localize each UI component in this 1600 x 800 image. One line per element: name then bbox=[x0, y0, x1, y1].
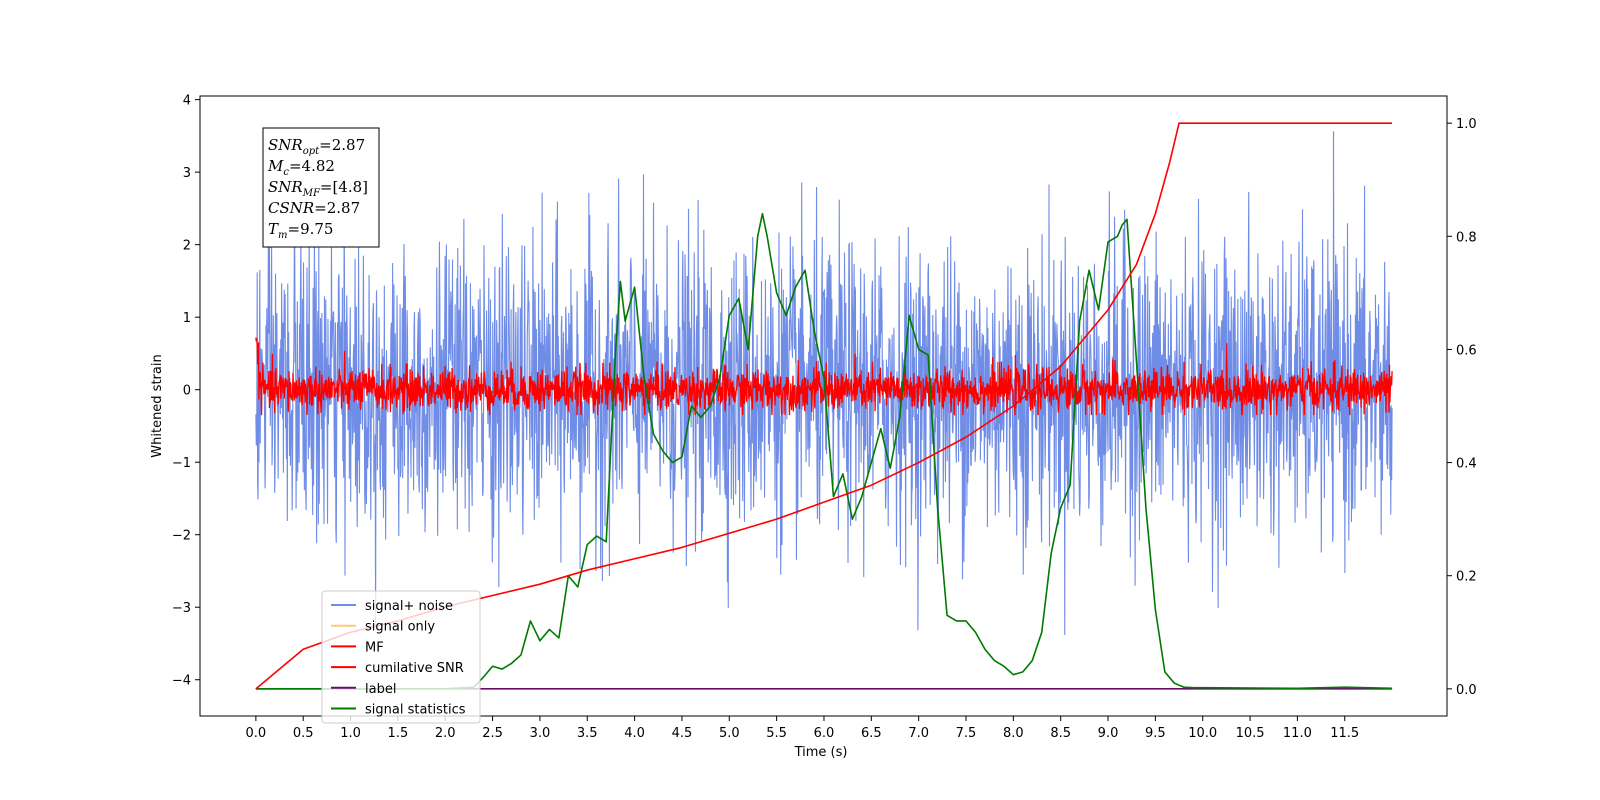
x-tick-label: 11.0 bbox=[1283, 726, 1312, 741]
x-tick-label: 9.5 bbox=[1145, 726, 1166, 741]
y-axis-label: Whitened strain bbox=[150, 354, 165, 457]
y-tick-label: 4 bbox=[183, 94, 191, 109]
y-axis-left: 4 3 2 1 0 −1 −2 −3 −4 bbox=[172, 94, 200, 689]
y-tick-label: 3 bbox=[183, 166, 191, 181]
y-tick-label: 2 bbox=[183, 239, 191, 254]
legend-label: label bbox=[365, 682, 396, 697]
legend-label: signal only bbox=[365, 620, 435, 635]
x-tick-label: 3.0 bbox=[530, 726, 551, 741]
annotation-line: SNRMF=[4.8] bbox=[268, 178, 368, 199]
series-signal-statistics-line bbox=[255, 212, 1393, 690]
legend-label: MF bbox=[365, 640, 384, 655]
x-tick-label: 2.0 bbox=[435, 726, 456, 741]
legend-frame bbox=[321, 590, 481, 724]
annotation-line: CSNR=2.87 bbox=[268, 199, 360, 217]
legend-label: signal+ noise bbox=[365, 599, 453, 614]
legend-label: cumilative SNR bbox=[365, 661, 464, 676]
y-tick-label: −3 bbox=[172, 601, 191, 616]
annotation-line: Mc=4.82 bbox=[267, 157, 335, 178]
x-tick-label: 8.5 bbox=[1050, 726, 1071, 741]
x-tick-label: 7.5 bbox=[956, 726, 977, 741]
y-axis-right: 1.0 0.8 0.6 0.4 0.2 0.0 bbox=[1447, 117, 1477, 698]
y2-tick-label: 0.2 bbox=[1456, 570, 1477, 585]
annotation-line: Tm=9.75 bbox=[268, 220, 333, 241]
x-tick-label: 1.0 bbox=[340, 726, 361, 741]
x-tick-label: 11.5 bbox=[1330, 726, 1359, 741]
x-tick-label: 5.5 bbox=[766, 726, 787, 741]
y-tick-label: −4 bbox=[172, 674, 191, 689]
x-tick-label: 0.5 bbox=[293, 726, 314, 741]
x-axis: 0.0 0.5 1.0 1.5 2.0 2.5 3.0 3.5 4.0 4.5 5.0 5.5 6.0 6… bbox=[246, 716, 1359, 741]
legend-label: signal statistics bbox=[365, 703, 466, 718]
y2-tick-label: 0.0 bbox=[1456, 683, 1477, 698]
y-tick-label: 1 bbox=[183, 311, 191, 326]
x-tick-label: 4.5 bbox=[672, 726, 693, 741]
x-tick-label: 1.5 bbox=[388, 726, 409, 741]
y2-tick-label: 0.8 bbox=[1456, 230, 1477, 245]
series-mf-line bbox=[255, 337, 1393, 416]
legend: signal+ noise signal only MF cumilative SNR… bbox=[321, 590, 481, 724]
x-tick-label: 3.5 bbox=[577, 726, 598, 741]
x-tick-label: 9.0 bbox=[1098, 726, 1119, 741]
x-tick-label: 4.0 bbox=[624, 726, 645, 741]
y2-tick-label: 0.4 bbox=[1456, 457, 1477, 472]
series-signal-noise-line bbox=[255, 131, 1393, 635]
x-tick-label: 10.5 bbox=[1236, 726, 1265, 741]
annotation-frame bbox=[262, 127, 380, 248]
x-tick-label: 6.5 bbox=[861, 726, 882, 741]
x-tick-label: 10.0 bbox=[1188, 726, 1217, 741]
x-tick-label: 7.0 bbox=[908, 726, 929, 741]
x-axis-label: Time (s) bbox=[794, 745, 848, 760]
x-tick-label: 8.0 bbox=[1003, 726, 1024, 741]
x-tick-label: 5.0 bbox=[719, 726, 740, 741]
y-tick-label: 0 bbox=[183, 384, 191, 399]
y2-tick-label: 1.0 bbox=[1456, 117, 1477, 132]
y2-tick-label: 0.6 bbox=[1456, 343, 1477, 358]
x-tick-label: 0.0 bbox=[246, 726, 267, 741]
annotation-line: SNRopt=2.87 bbox=[268, 136, 365, 157]
y-tick-label: −2 bbox=[172, 529, 191, 544]
x-tick-label: 6.0 bbox=[814, 726, 835, 741]
x-tick-label: 2.5 bbox=[482, 726, 503, 741]
y-tick-label: −1 bbox=[172, 456, 191, 471]
